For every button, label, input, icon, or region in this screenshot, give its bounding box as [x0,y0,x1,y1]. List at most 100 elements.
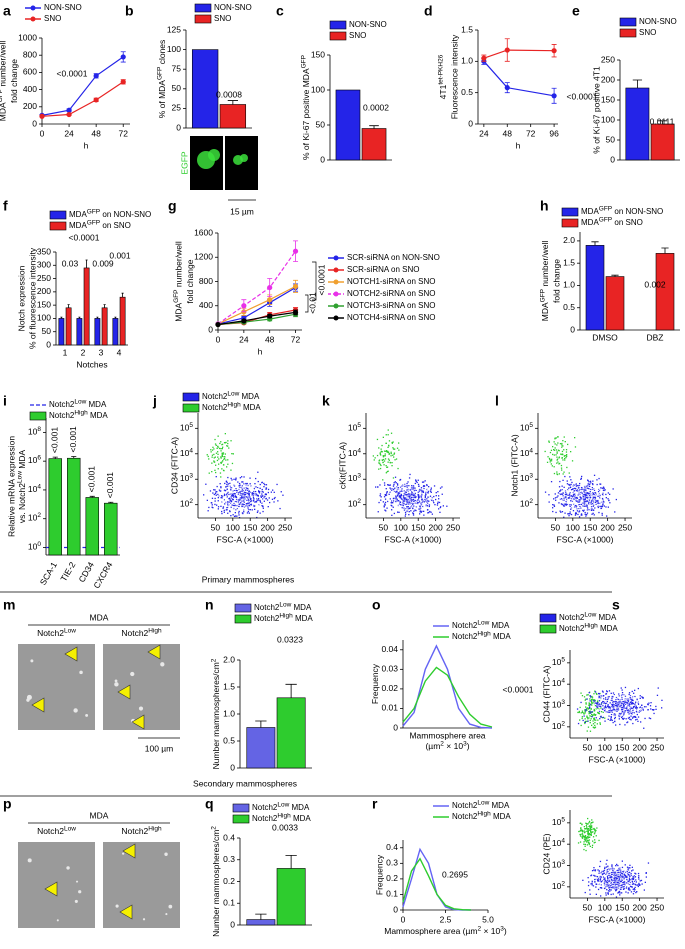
event-dot [421,490,423,492]
event-dot [415,479,417,481]
event-dot [581,488,583,491]
event-dot [220,505,222,507]
event-dot [626,702,629,704]
event-dot [385,494,387,497]
event-dot [589,722,591,724]
event-dot [586,720,588,722]
arrow [131,714,145,730]
event-dot [598,700,601,702]
event-dot [652,709,654,711]
event-dot [236,504,238,507]
event-dot [592,492,594,494]
speck [85,713,89,717]
event-dot [399,496,401,498]
event-dot [618,703,620,705]
bar [119,296,126,346]
speck [114,682,119,687]
event-dot [580,827,582,829]
event-dot [614,700,617,702]
event-dot [412,508,414,510]
event-dot [574,513,577,515]
event-dot [606,889,608,891]
x-tick-label: 250 [278,522,292,532]
event-dot [257,480,259,483]
legend-label: SNO [44,14,61,23]
error-bar [114,316,117,319]
event-dot [408,501,410,503]
event-dot [566,466,568,469]
event-dot [631,690,633,693]
event-dot [226,495,228,497]
event-dot [214,503,216,506]
event-dot [400,493,402,496]
event-dot [249,499,252,501]
contour [566,488,597,506]
event-dot [567,513,569,515]
event-dot [621,884,623,886]
event-dot [212,507,214,509]
event-dot [649,717,652,720]
event-dot [441,486,443,488]
contour [614,703,624,708]
y-tick-label: 103 [348,472,361,483]
x-tick-label: 100 [394,522,408,532]
event-dot [630,712,633,715]
event-dot [631,717,634,719]
event-dot [398,449,400,451]
event-dot [597,700,599,703]
event-dot [548,457,551,460]
event-dot [641,883,643,885]
event-dot [590,826,592,829]
event-dot [584,712,586,714]
event-dot [411,499,413,501]
event-dot [608,707,610,709]
event-dot [247,503,249,505]
event-dot [379,453,381,455]
event-dot [243,497,245,499]
event-dot [568,513,570,515]
arrow [147,644,161,660]
event-dot [226,509,228,511]
event-dot [221,443,224,445]
event-dot [387,500,389,503]
event-dot [229,482,231,484]
event-dot [226,502,229,504]
event-dot [223,499,225,501]
event-dot [618,891,620,893]
event-dot [393,497,395,499]
event-dot [553,466,555,468]
event-dot [425,494,427,496]
event-dot [389,498,391,500]
event-dot [599,887,602,889]
event-dot [392,477,395,479]
event-dot [607,878,609,880]
event-dot [563,497,565,499]
event-dot [556,451,558,453]
event-dot [584,828,586,830]
event-dot [588,499,591,501]
event-dot [434,504,436,506]
event-dot [404,500,406,502]
x-tick-label: 4 [117,347,122,357]
x-axis-label: FSC-A (×1000) [589,754,646,764]
event-dot [643,706,645,708]
event-dot [427,512,429,514]
event-dot [550,481,553,483]
event-dot [602,716,604,719]
event-dot [629,885,632,888]
y-tick-label: 0 [393,722,398,732]
event-dot [400,503,402,505]
event-dot [634,886,636,889]
event-dot [592,840,594,842]
panel-letter: j [152,393,157,409]
event-dot [548,494,550,496]
event-dot [626,707,628,709]
event-dot [587,835,589,838]
event-dot [594,497,596,499]
panel-letter: h [540,198,549,214]
event-dot [569,476,571,478]
event-dot [238,512,240,514]
event-dot [388,445,390,447]
event-dot [624,883,626,885]
